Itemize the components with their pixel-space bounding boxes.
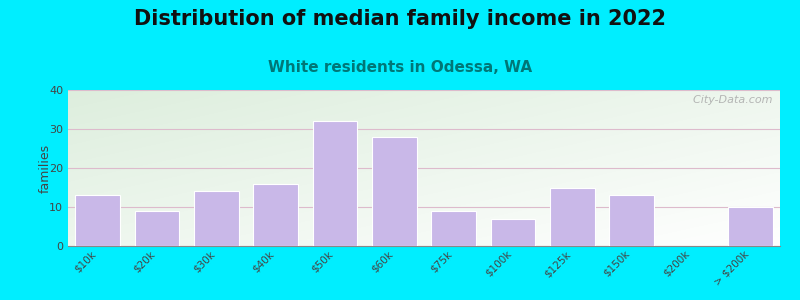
Bar [134,211,179,246]
Bar [728,207,773,246]
Bar [75,195,120,246]
Bar [372,137,417,246]
Bar [194,191,238,246]
Y-axis label: families: families [38,143,51,193]
Text: White residents in Odessa, WA: White residents in Odessa, WA [268,60,532,75]
Text: Distribution of median family income in 2022: Distribution of median family income in … [134,9,666,29]
Bar [550,188,594,246]
Bar [254,184,298,246]
Text: City-Data.com: City-Data.com [686,95,773,105]
Bar [313,121,358,246]
Bar [610,195,654,246]
Bar [490,219,535,246]
Bar [431,211,476,246]
